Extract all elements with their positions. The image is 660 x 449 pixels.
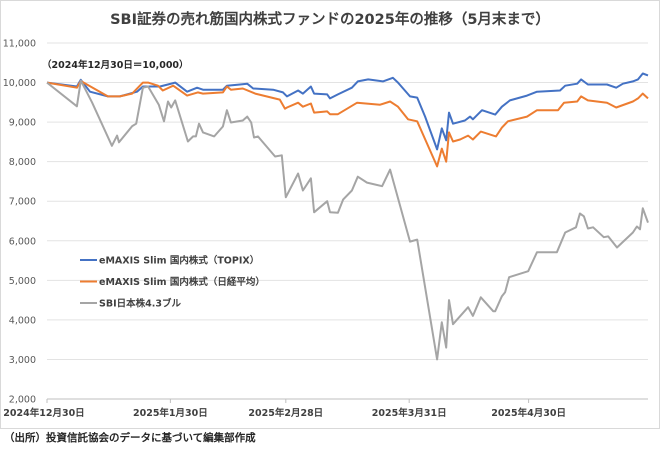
- legend-label-0: eMAXIS Slim 国内株式（TOPIX）: [99, 255, 259, 267]
- base-value-note: （2024年12月30日＝10,000）: [42, 60, 189, 71]
- y-tick-label: 7,000: [9, 197, 36, 208]
- x-tick-label: 2025年4月30日: [491, 407, 566, 419]
- y-tick-label: 10,000: [3, 78, 36, 89]
- y-tick-label: 6,000: [9, 236, 36, 247]
- x-tick-label: 2025年1月30日: [133, 407, 208, 419]
- source-note: （出所）投資信託協会のデータに基づいて編集部作成: [4, 432, 256, 444]
- y-tick-label: 2,000: [9, 395, 36, 406]
- y-tick-label: 3,000: [9, 355, 36, 366]
- legend-label-2: SBI日本株4.3ブル: [99, 298, 181, 310]
- series-line-2: [46, 79, 649, 361]
- x-tick-label: 2025年2月28日: [248, 407, 323, 419]
- series-line-0: [46, 72, 649, 151]
- legend-label-1: eMAXIS Slim 国内株式（日経平均）: [99, 276, 265, 288]
- y-tick-label: 9,000: [9, 118, 36, 129]
- y-tick-label: 4,000: [9, 315, 36, 326]
- y-tick-label: 5,000: [9, 276, 36, 287]
- x-tick-label: 2025年3月31日: [372, 407, 447, 419]
- series-line-1: [46, 80, 649, 168]
- y-tick-label: 11,000: [3, 39, 36, 50]
- x-tick-label: 2024年12月30日: [3, 407, 84, 419]
- chart-title: SBI証券の売れ筋国内株式ファンドの2025年の推移（5月末まで）: [110, 12, 550, 28]
- y-tick-label: 8,000: [9, 157, 36, 168]
